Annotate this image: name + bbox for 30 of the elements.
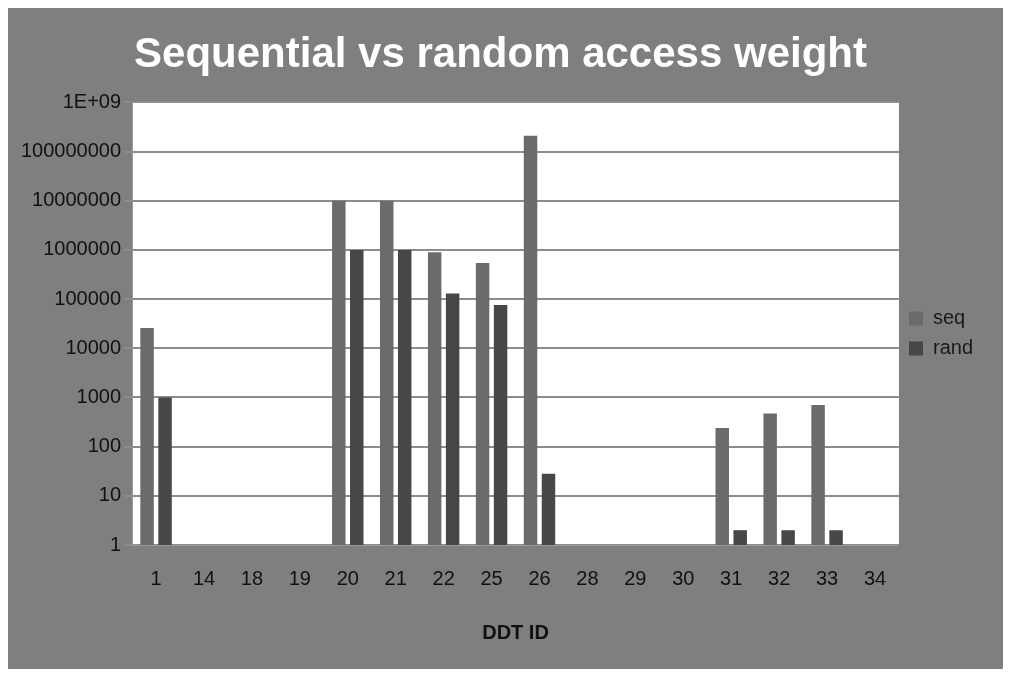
y-tick-label: 1000 [76, 384, 122, 407]
x-tick-label: 14 [192, 566, 216, 589]
legend-label: rand [932, 336, 973, 359]
x-tick-label: 20 [336, 566, 359, 589]
y-tick-label: 100 [87, 434, 122, 457]
y-tick-label: 100000 [54, 286, 122, 309]
x-tick-label: 19 [288, 566, 311, 589]
x-tick-label: 31 [720, 566, 743, 589]
x-tick-label: 22 [432, 566, 455, 589]
x-tick-label: 33 [815, 566, 839, 589]
legend-label: seq [932, 306, 966, 329]
x-tick-label: 30 [672, 566, 695, 589]
chart-title: Sequential vs random access weight [134, 28, 867, 76]
x-tick-label: 32 [768, 566, 791, 589]
x-tick-label: 26 [528, 566, 551, 589]
x-tick-label: 34 [863, 566, 887, 589]
y-tick-label: 1 [109, 532, 122, 555]
y-tick-label: 1E+09 [62, 89, 122, 112]
x-tick-label: 29 [624, 566, 647, 589]
y-tick-label: 10000000 [32, 188, 122, 211]
y-tick-label: 10000 [65, 335, 122, 358]
x-tick-label: 1 [150, 566, 162, 589]
x-tick-label: 28 [576, 566, 599, 589]
x-axis-title: DDT ID [482, 620, 549, 643]
x-tick-label: 25 [480, 566, 503, 589]
y-tick-label: 100000000 [21, 139, 122, 162]
x-tick-label: 18 [240, 566, 264, 589]
y-tick-label: 1000000 [43, 237, 122, 260]
x-tick-label: 21 [384, 566, 407, 589]
y-tick-label: 10 [98, 483, 122, 506]
